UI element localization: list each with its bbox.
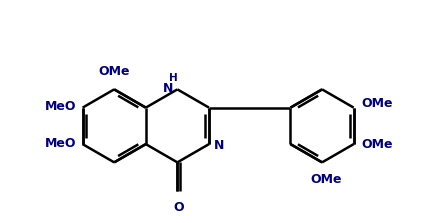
Text: OMe: OMe (361, 138, 393, 151)
Text: N: N (162, 82, 173, 95)
Text: OMe: OMe (99, 65, 130, 78)
Text: OMe: OMe (361, 97, 393, 110)
Text: N: N (214, 139, 224, 152)
Text: OMe: OMe (311, 173, 342, 186)
Text: O: O (173, 201, 184, 214)
Text: MeO: MeO (44, 136, 76, 149)
Text: MeO: MeO (44, 100, 76, 113)
Text: H: H (169, 73, 177, 83)
